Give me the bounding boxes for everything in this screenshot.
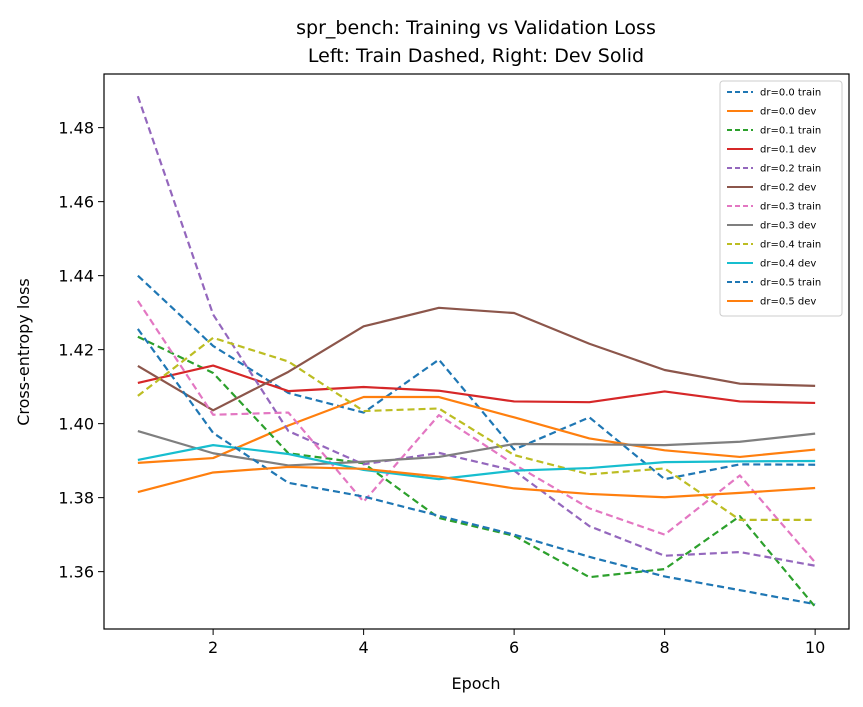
legend-label-dr-0-5-dev: dr=0.5 dev	[760, 297, 816, 308]
legend-label-dr-0-4-train: dr=0.4 train	[760, 240, 821, 251]
x-tick-label: 6	[509, 638, 519, 657]
legend-label-dr-0-4-dev: dr=0.4 dev	[760, 259, 816, 270]
y-tick-label: 1.44	[58, 267, 94, 286]
y-tick-label: 1.46	[58, 193, 94, 212]
legend: dr=0.0 train dr=0.0 dev dr=0.1 train dr=0.1…	[719, 80, 843, 317]
y-tick-label: 1.42	[58, 341, 94, 360]
x-tick-label: 4	[359, 638, 369, 657]
series-line-dr-0-1-train	[137, 335, 816, 608]
series-line-dr-0-0-dev	[137, 395, 816, 464]
legend-label-dr-0-1-dev: dr=0.1 dev	[760, 145, 816, 156]
y-tick-label: 1.36	[58, 563, 94, 582]
chart-title-line-2: Left: Train Dashed, Right: Dev Solid	[308, 45, 644, 67]
series-line-dr-0-5-train	[136, 328, 816, 606]
legend-label-dr-0-3-dev: dr=0.3 dev	[760, 221, 816, 232]
legend-box	[719, 80, 843, 317]
plot-lines	[136, 95, 816, 608]
x-tick-label: 10	[805, 638, 825, 657]
legend-label-dr-0-1-train: dr=0.1 train	[760, 126, 821, 137]
legend-label-dr-0-3-train: dr=0.3 train	[760, 202, 821, 213]
series-line-dr-0-4-dev	[137, 444, 816, 481]
series-line-dr-0-1-dev	[137, 364, 816, 405]
legend-label-dr-0-2-train: dr=0.2 train	[760, 164, 821, 175]
series-line-dr-0-0-train	[137, 274, 816, 481]
x-axis-label: Epoch	[452, 674, 501, 693]
legend-label-dr-0-0-train: dr=0.0 train	[760, 88, 821, 99]
legend-label-dr-0-2-dev: dr=0.2 dev	[760, 183, 816, 194]
series-line-dr-0-2-dev	[137, 306, 816, 412]
series-line-dr-0-5-dev	[137, 465, 816, 499]
series-line-dr-0-3-train	[136, 300, 816, 564]
series-line-dr-0-4-train	[137, 336, 816, 521]
x-tick-label: 8	[660, 638, 670, 657]
legend-label-dr-0-5-train: dr=0.5 train	[760, 278, 821, 289]
legend-label-dr-0-0-dev: dr=0.0 dev	[760, 107, 816, 118]
series-line-dr-0-3-dev	[137, 429, 816, 467]
y-tick-label: 1.38	[58, 489, 94, 508]
series-line-dr-0-2-train	[136, 95, 816, 567]
y-tick-label: 1.40	[58, 415, 94, 434]
chart-title-line-1: spr_bench: Training vs Validation Loss	[296, 17, 656, 39]
y-tick-label: 1.48	[58, 119, 94, 138]
y-axis-ticks: 1.36 1.38 1.40 1.42 1.44 1.46 1.48	[58, 119, 104, 582]
y-axis-label: Cross-entropy loss	[14, 278, 33, 426]
x-tick-label: 2	[208, 638, 218, 657]
x-axis-ticks: 2 4 6 8 10	[208, 629, 825, 657]
plot-frame	[103, 73, 850, 630]
legend-entries: dr=0.0 train dr=0.0 dev dr=0.1 train dr=0.1…	[727, 88, 821, 308]
